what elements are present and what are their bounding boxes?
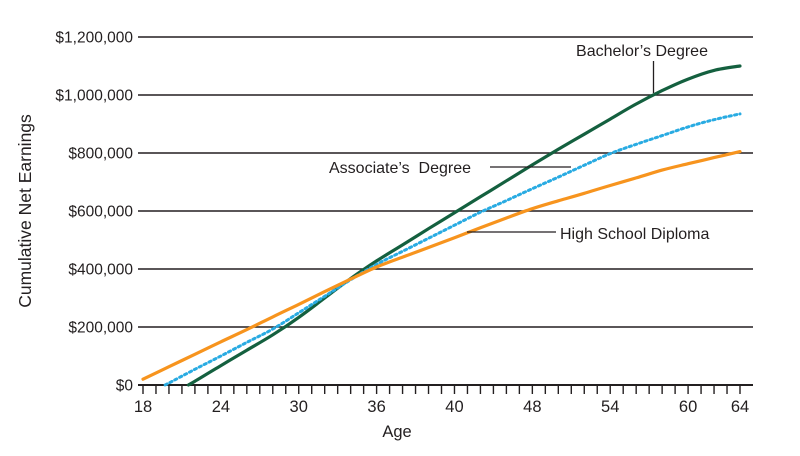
- y-axis-tick-label: $1,200,000: [55, 30, 133, 47]
- series-lines: [141, 64, 742, 387]
- x-axis-ticks: [142, 386, 741, 394]
- y-axis-tick-label: $1,000,000: [55, 88, 133, 105]
- x-axis-tick-label: 40: [445, 398, 463, 416]
- x-axis-tick-label: 18: [134, 398, 152, 416]
- gridlines: [138, 36, 753, 328]
- x-axis-tick-label: 54: [601, 398, 619, 416]
- bachelors-degree-label: Bachelor’s Degree: [576, 43, 708, 60]
- y-axis-tick-label: $600,000: [68, 204, 133, 221]
- x-axis-tick-label: 48: [523, 398, 541, 416]
- y-axis-tick-label: $400,000: [68, 262, 133, 279]
- y-axis-tick-label: $800,000: [68, 146, 133, 163]
- high-school-diploma-label: High School Diploma: [560, 226, 710, 243]
- high-school-diploma-line: [141, 150, 742, 381]
- x-axis-tick-label: 30: [290, 398, 308, 416]
- x-axis-tick-label: 24: [212, 398, 230, 416]
- associates-degree-line: [163, 112, 742, 387]
- associates-degree-label: Associate’s Degree: [329, 160, 471, 177]
- x-axis-tick-label: 60: [679, 398, 697, 416]
- x-axis-title: Age: [382, 423, 411, 441]
- x-axis-tick-label: 64: [731, 398, 749, 416]
- annotation-associates: Associate’s Degree: [329, 160, 571, 177]
- y-axis-title: Cumulative Net Earnings: [15, 114, 35, 308]
- y-axis-tick-label: $0: [116, 378, 134, 395]
- annotation-bachelors: Bachelor’s Degree: [576, 43, 708, 93]
- x-axis-labels: 18 24 30 36 40 48 54 60 64: [134, 398, 749, 416]
- y-axis-tick-label: $200,000: [68, 320, 133, 337]
- x-axis-tick-label: 36: [367, 398, 385, 416]
- annotation-high-school: High School Diploma: [467, 226, 710, 243]
- bachelors-degree-line: [186, 64, 742, 387]
- y-axis-labels: $1,200,000 $1,000,000 $800,000 $600,000 $400…: [55, 30, 133, 395]
